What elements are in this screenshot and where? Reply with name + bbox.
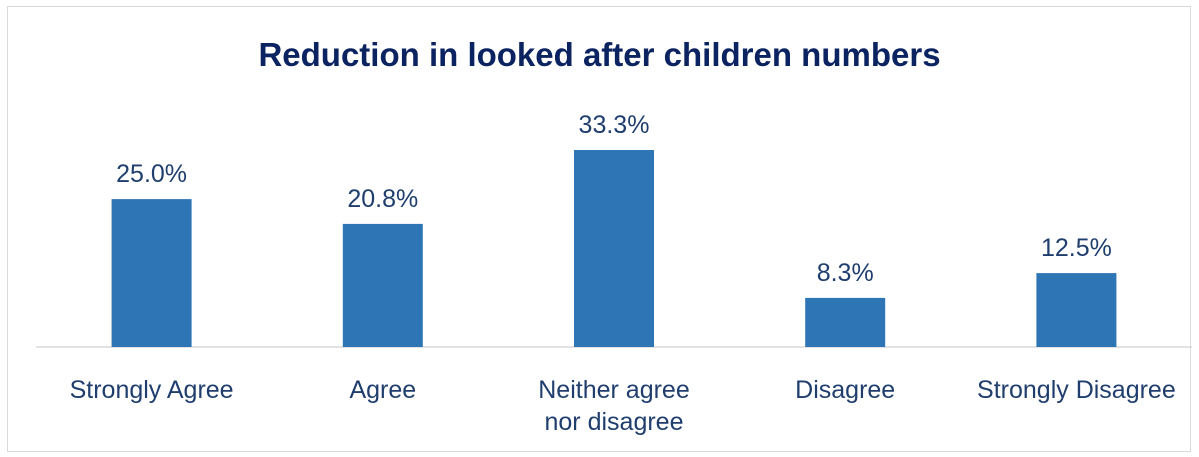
bar bbox=[1036, 273, 1117, 347]
category-label: Agree bbox=[263, 374, 503, 406]
chart-title: Reduction in looked after children numbe… bbox=[258, 36, 941, 73]
bar bbox=[111, 199, 192, 347]
category-label-line: nor disagree bbox=[544, 408, 684, 436]
category-label-line: Strongly Disagree bbox=[977, 376, 1176, 404]
category-label: Strongly Agree bbox=[32, 374, 272, 406]
category-label: Neither agree nor disagree bbox=[494, 374, 734, 438]
bar bbox=[805, 297, 886, 347]
data-label: 12.5% bbox=[1041, 234, 1112, 262]
data-label: 25.0% bbox=[116, 160, 187, 188]
data-label: 20.8% bbox=[347, 185, 418, 213]
category-label: Disagree bbox=[725, 374, 965, 406]
category-label-line: Neither agree bbox=[538, 376, 690, 404]
data-label: 8.3% bbox=[817, 259, 874, 287]
bar bbox=[342, 223, 423, 347]
category-label-line: Disagree bbox=[795, 376, 896, 404]
bar bbox=[574, 150, 654, 347]
category-label: Strongly Disagree bbox=[956, 374, 1196, 406]
category-label-line: Strongly Agree bbox=[69, 376, 234, 404]
category-label-line: Agree bbox=[349, 376, 417, 404]
data-label: 33.3% bbox=[579, 111, 650, 139]
